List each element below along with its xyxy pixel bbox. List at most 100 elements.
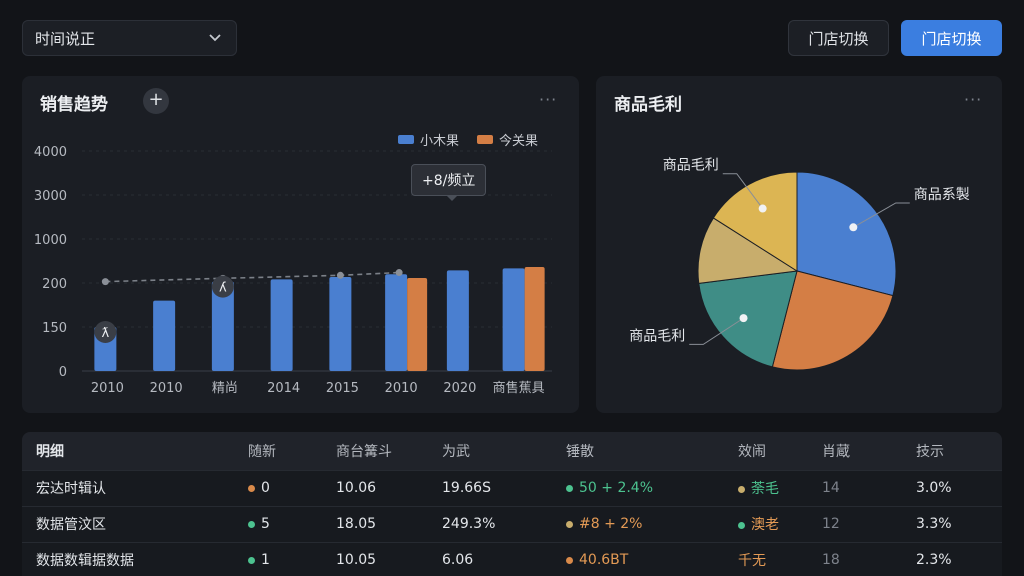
table-cell: 6.06 (428, 542, 552, 576)
y-tick-label: 3000 (34, 189, 67, 204)
bar-series-1[interactable] (329, 276, 352, 371)
table-cell-value: 千无 (738, 553, 766, 570)
status-dot-icon (566, 484, 573, 492)
y-tick-label: 4000 (34, 145, 67, 160)
table-header[interactable]: 为武 (442, 443, 470, 460)
status-dot-icon (566, 520, 573, 528)
point-marker-label: ƛ (102, 326, 110, 341)
table-cell-value: 3.0% (916, 480, 952, 496)
table-cell-value: 10.05 (336, 552, 377, 569)
table-cell: 10.05 (322, 542, 428, 576)
table-header: 明细 (36, 443, 64, 460)
point-marker[interactable] (94, 321, 117, 343)
trend-line (105, 271, 400, 283)
pie-slice[interactable] (698, 270, 798, 368)
table-cell-value: 2.3% (916, 552, 952, 569)
time-range-select-value: 时间说正 (35, 29, 96, 48)
status-dot-icon (248, 520, 255, 528)
table-cell: 18 (808, 542, 902, 576)
pie-label-dot (849, 223, 858, 232)
trend-legend: 小木果 今关果 (398, 130, 538, 149)
x-tick-label: 商售蕉具 (493, 380, 545, 396)
pie-leader-line (853, 202, 910, 228)
table-cell: 50 + 2.4% (552, 470, 724, 506)
point-marker[interactable] (211, 275, 234, 298)
trend-point[interactable] (336, 271, 344, 279)
table-cell-value: 数据数辑据数据 (36, 553, 134, 570)
table-cell-value: 40.6BT (579, 552, 629, 569)
bar-series-2[interactable] (407, 278, 428, 371)
x-tick-label: 2015 (326, 381, 359, 396)
table-cell-value: 0 (261, 480, 270, 496)
legend-swatch-series-2 (477, 135, 494, 144)
pie-slice[interactable] (796, 171, 897, 297)
table-cell-value: 18 (822, 552, 840, 569)
trend-more-icon[interactable]: ··· (539, 90, 558, 109)
bar-series-1[interactable] (211, 281, 234, 371)
table-cell: 5 (234, 506, 322, 542)
table-cell-value: 19.66S (442, 480, 491, 496)
pie-slice-label: 商品毛利 (663, 158, 719, 174)
status-dot-icon (248, 556, 255, 564)
status-dot-icon (738, 521, 745, 529)
table-header-row: 明细 随新 商台篝斗 为武 锤散 效闹 肖蔵 技示 (22, 432, 1002, 470)
table-header[interactable]: 效闹 (738, 443, 766, 460)
chevron-down-icon (209, 34, 221, 42)
pie-more-icon[interactable]: ··· (964, 90, 983, 109)
status-dot-icon (738, 485, 745, 493)
switch-store-button[interactable]: 门店切换 (788, 20, 889, 56)
bar-series-1[interactable] (446, 270, 469, 371)
table-cell: 3.3% (902, 506, 1002, 542)
legend-swatch-series-1 (398, 135, 414, 144)
y-tick-label: 1000 (34, 233, 67, 248)
y-tick-label: 150 (42, 321, 67, 336)
pie-slice[interactable] (771, 270, 894, 371)
time-range-select[interactable]: 时间说正 (22, 20, 237, 56)
bar-series-1[interactable] (153, 300, 176, 371)
table-cell: 0 (234, 470, 322, 506)
trend-point[interactable] (395, 269, 403, 277)
add-button[interactable]: + (143, 88, 169, 114)
table-row[interactable]: 宏达时辑认 0 10.06 19.66S 50 + 2.4% 荼毛 14 3.0% (22, 470, 1002, 506)
bar-series-1[interactable] (385, 274, 408, 371)
table-header[interactable]: 商台篝斗 (336, 443, 392, 460)
pie-leader-line (722, 173, 764, 209)
bar-series-2[interactable] (524, 267, 545, 371)
chart-tooltip: +8/频立 (411, 164, 487, 201)
trend-point[interactable] (101, 278, 109, 286)
sales-trend-title: 销售趋势 (40, 95, 108, 115)
table-row[interactable]: 数据管汶区 5 18.05 249.3% #8 + 2% 澳老 12 3.3% (22, 506, 1002, 542)
table-header[interactable]: 锤散 (566, 443, 594, 460)
switch-store-primary-button[interactable]: 门店切换 (901, 20, 1002, 56)
table-cell: 数据管汶区 (22, 506, 234, 542)
pie-label-dot (739, 314, 748, 323)
table-cell: 249.3% (428, 506, 552, 542)
table-cell: 千无 (724, 542, 808, 576)
table-cell: 12 (808, 506, 902, 542)
bar-series-1[interactable] (270, 279, 293, 371)
table-cell-value: 12 (822, 516, 840, 532)
table-row[interactable]: 数据数辑据数据 1 10.05 6.06 40.6BT 千无 18 2.3% (22, 542, 1002, 576)
table-header[interactable]: 肖蔵 (822, 443, 850, 460)
detail-table-panel: 明细 随新 商台篝斗 为武 锤散 效闹 肖蔵 技示 宏达时辑认 0 10.06 19.… (22, 432, 1002, 576)
table-cell: 3.0% (902, 470, 1002, 506)
legend-label-series-2: 今关果 (499, 134, 539, 149)
table-cell: 数据数辑据数据 (22, 542, 234, 576)
table-header[interactable]: 随新 (248, 443, 276, 460)
x-tick-label: 2010 (91, 381, 124, 396)
gross-margin-panel: 商品毛利 ··· 商品系製 商品毛利 商品毛利 (596, 76, 1002, 413)
x-tick-label: 2010 (150, 381, 183, 396)
table-body: 宏达时辑认 0 10.06 19.66S 50 + 2.4% 荼毛 14 3.0% 数据管汶区 5… (22, 470, 1002, 576)
bar-series-1[interactable] (502, 268, 525, 371)
x-tick-label: 2010 (385, 381, 418, 396)
table-cell: 40.6BT (552, 542, 724, 576)
pie-slice[interactable] (712, 171, 798, 272)
table-cell-value: 1 (261, 552, 270, 569)
sales-trend-chart: 4000 3000 1000 200 150 0 2010 2010 精尚 2014 2015 201… (34, 145, 552, 396)
pie-slice[interactable] (697, 217, 799, 284)
top-bar: 时间说正 门店切换 门店切换 (0, 0, 1024, 60)
table-cell: 1 (234, 542, 322, 576)
table-header[interactable]: 技示 (916, 443, 944, 460)
table-cell: 宏达时辑认 (22, 470, 234, 506)
